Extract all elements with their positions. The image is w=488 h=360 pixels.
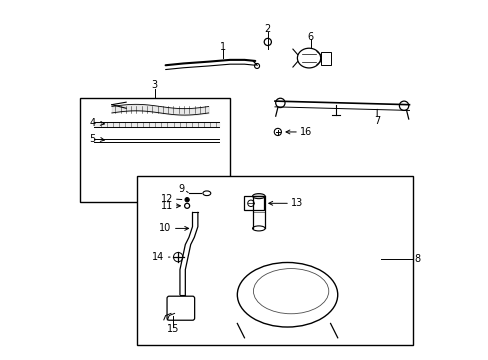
Text: 1: 1: [220, 42, 225, 52]
Bar: [80, 98, 230, 202]
Text: 7: 7: [373, 116, 380, 126]
Text: 10: 10: [159, 224, 171, 233]
Text: 13: 13: [290, 198, 303, 208]
Bar: [320, 51, 330, 64]
Bar: [137, 176, 412, 345]
Text: 5: 5: [89, 135, 96, 144]
Text: 14: 14: [151, 252, 163, 262]
Text: 12: 12: [161, 194, 173, 204]
Circle shape: [184, 198, 189, 202]
Text: 6: 6: [307, 32, 313, 41]
Text: 11: 11: [161, 201, 173, 211]
Ellipse shape: [252, 194, 264, 199]
Text: 4: 4: [89, 118, 96, 128]
Text: 2: 2: [264, 24, 270, 35]
Text: 8: 8: [414, 254, 420, 264]
Bar: [244, 196, 264, 211]
Text: 9: 9: [178, 184, 184, 194]
Text: 3: 3: [151, 80, 158, 90]
Text: 15: 15: [166, 324, 179, 334]
Text: 16: 16: [300, 127, 312, 136]
